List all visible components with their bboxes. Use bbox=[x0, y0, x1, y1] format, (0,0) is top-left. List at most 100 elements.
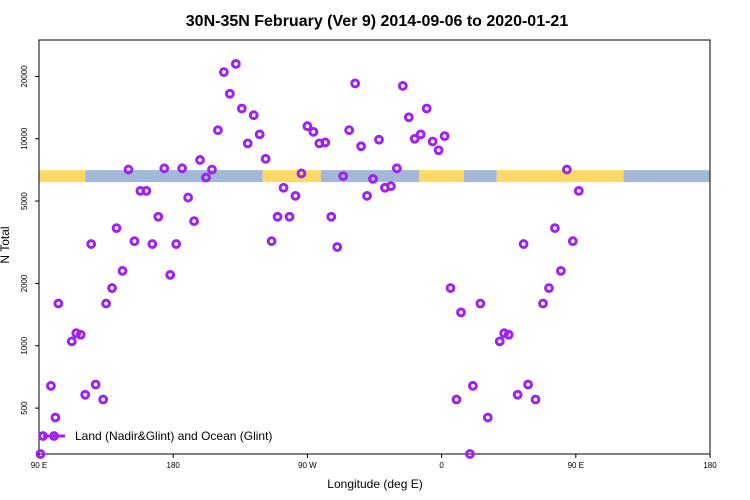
data-point bbox=[512, 389, 523, 400]
data-point bbox=[101, 298, 111, 309]
data-point bbox=[374, 134, 384, 145]
data-point bbox=[147, 239, 158, 249]
data-point bbox=[338, 171, 349, 182]
data-point bbox=[550, 223, 560, 234]
legend-marker bbox=[38, 431, 48, 441]
data-point bbox=[308, 126, 319, 137]
data-point bbox=[421, 103, 432, 114]
y-tick-label: 5000 bbox=[20, 192, 29, 210]
data-point bbox=[129, 236, 140, 247]
data-point bbox=[296, 168, 307, 179]
data-point bbox=[523, 379, 533, 390]
y-tick-label: 1000 bbox=[20, 336, 29, 354]
data-point bbox=[153, 211, 164, 222]
data-point bbox=[278, 182, 289, 193]
data-point bbox=[177, 163, 188, 174]
data-point bbox=[350, 78, 361, 89]
data-point bbox=[86, 239, 97, 249]
data-point bbox=[195, 155, 205, 165]
y-tick-label: 2000 bbox=[20, 274, 29, 292]
data-point bbox=[207, 164, 217, 175]
data-point bbox=[189, 216, 199, 227]
data-point bbox=[475, 298, 486, 309]
data-point bbox=[439, 131, 450, 142]
data-point bbox=[123, 164, 134, 175]
data-point bbox=[427, 136, 438, 147]
data-point bbox=[75, 329, 86, 340]
data-point bbox=[107, 283, 117, 293]
data-point bbox=[494, 336, 505, 347]
data-point bbox=[530, 394, 541, 405]
data-point bbox=[111, 223, 122, 234]
data-point bbox=[290, 190, 301, 201]
data-point bbox=[224, 88, 235, 99]
data-point bbox=[465, 449, 475, 459]
x-axis: 90 E 180 90 W 0 90 E 180 bbox=[31, 454, 717, 470]
data-point bbox=[538, 298, 548, 309]
data-point bbox=[344, 125, 355, 136]
x-tick-label: 0 bbox=[439, 461, 444, 470]
data-point bbox=[573, 185, 584, 196]
data-point bbox=[302, 121, 313, 132]
data-point bbox=[80, 389, 91, 400]
data-point bbox=[362, 190, 372, 201]
data-point bbox=[445, 283, 456, 293]
land-band-segment bbox=[262, 170, 321, 183]
data-point bbox=[503, 329, 514, 340]
land-band-segment bbox=[39, 170, 86, 183]
data-point bbox=[326, 211, 337, 222]
data-point bbox=[456, 307, 466, 318]
data-point bbox=[391, 163, 402, 174]
data-point bbox=[98, 394, 109, 405]
data-point bbox=[518, 239, 529, 249]
x-tick-label: 180 bbox=[167, 461, 181, 470]
data-point bbox=[451, 394, 462, 405]
y-axis-label: N Total bbox=[0, 226, 12, 263]
x-tick-label: 180 bbox=[703, 461, 717, 470]
data-point bbox=[409, 133, 420, 144]
x-tick-label: 90 W bbox=[298, 461, 317, 470]
data-point bbox=[46, 380, 56, 391]
data-point bbox=[35, 449, 46, 459]
data-point bbox=[397, 81, 408, 91]
data-point bbox=[415, 129, 426, 140]
y-tick-label: 500 bbox=[20, 401, 29, 415]
legend-label: Land (Nadir&Glint) and Ocean (Glint) bbox=[75, 429, 272, 443]
x-tick-label: 90 E bbox=[568, 461, 584, 470]
data-point bbox=[53, 298, 64, 309]
x-axis-label: Longitude (deg E) bbox=[327, 477, 422, 491]
land-band-segment bbox=[419, 170, 464, 183]
data-point bbox=[141, 185, 152, 196]
data-point bbox=[117, 265, 128, 276]
data-point bbox=[468, 380, 478, 391]
plot-frame bbox=[38, 39, 711, 455]
data-point bbox=[433, 145, 444, 156]
data-point bbox=[242, 138, 253, 149]
data-point bbox=[320, 137, 331, 148]
data-point bbox=[254, 129, 265, 140]
legend: Land (Nadir&Glint) and Ocean (Glint) bbox=[38, 429, 272, 443]
data-point bbox=[386, 181, 396, 192]
ocean-band-segment bbox=[85, 170, 263, 183]
data-point bbox=[171, 239, 182, 249]
data-point bbox=[248, 110, 259, 121]
data-point bbox=[332, 242, 343, 252]
data-point bbox=[482, 412, 493, 423]
data-point bbox=[567, 236, 578, 247]
data-point bbox=[90, 379, 101, 390]
x-tick-label: 90 E bbox=[31, 461, 47, 470]
data-point bbox=[218, 67, 229, 77]
data-point bbox=[544, 283, 554, 293]
ocean-band-segment bbox=[463, 170, 497, 183]
data-point bbox=[230, 58, 241, 69]
data-point bbox=[66, 336, 77, 347]
data-point bbox=[260, 153, 271, 164]
chart-title: 30N-35N February (Ver 9) 2014-09-06 to 2… bbox=[186, 13, 569, 30]
ocean-band-segment bbox=[623, 170, 710, 183]
data-point bbox=[561, 164, 572, 175]
data-point bbox=[368, 173, 378, 184]
data-point bbox=[183, 192, 194, 203]
data-point bbox=[284, 211, 295, 222]
data-point bbox=[201, 172, 211, 183]
legend-marker bbox=[49, 431, 59, 441]
